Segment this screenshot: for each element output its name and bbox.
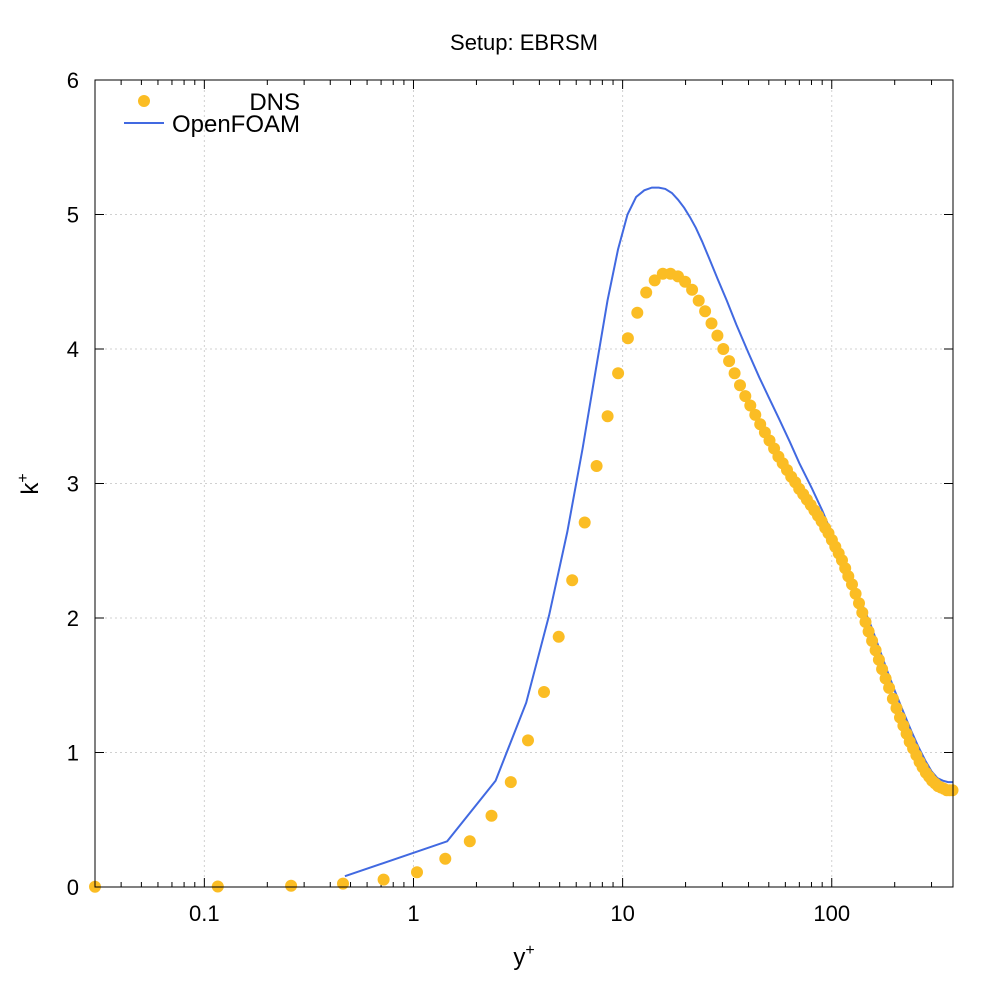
data-point-dns — [679, 275, 692, 288]
data-point-dns — [723, 355, 736, 368]
series-layer — [89, 186, 959, 893]
data-point-dns — [522, 734, 534, 747]
data-point-dns — [869, 644, 882, 657]
y-tick-label: 3 — [67, 472, 79, 497]
data-point-dns — [621, 332, 634, 345]
data-point-dns — [734, 379, 746, 392]
data-point-dns — [692, 294, 705, 307]
data-point-dns — [717, 343, 730, 355]
data-point-dns — [590, 460, 603, 472]
y-tick-label: 5 — [67, 203, 79, 228]
data-point-dns — [485, 809, 498, 822]
y-tick-label: 6 — [67, 68, 79, 93]
data-point-dns — [862, 625, 875, 638]
data-point-dns — [846, 578, 858, 591]
data-point-dns — [578, 516, 591, 529]
data-point-dns — [883, 681, 896, 694]
data-point-dns — [876, 663, 889, 676]
x-tick-label: 10 — [610, 901, 634, 926]
data-point-dns — [377, 873, 390, 886]
data-point-dns — [849, 587, 862, 600]
data-point-dns — [538, 686, 550, 698]
y-tick-label: 2 — [67, 606, 79, 631]
data-point-dns — [872, 653, 885, 666]
data-point-dns — [640, 286, 653, 299]
x-axis-label-sup: + — [525, 942, 534, 959]
y-axis-label: k+ — [15, 473, 44, 494]
data-point-dns — [728, 367, 741, 380]
data-point-dns — [744, 399, 757, 412]
data-point-dns — [686, 283, 699, 296]
data-point-dns — [879, 672, 892, 685]
y-axis-label-sup: + — [15, 473, 32, 482]
y-tick-label: 0 — [67, 875, 79, 900]
data-point-dns — [699, 305, 712, 318]
data-point-dns — [612, 367, 625, 380]
legend-label-openfoam: OpenFOAM — [172, 111, 300, 138]
legend-label-dns: DNS — [249, 89, 300, 116]
y-axis-label-main: k — [17, 482, 44, 495]
plot-frame — [94, 79, 954, 888]
data-point-dns — [856, 606, 869, 619]
y-tick-label: 1 — [67, 741, 79, 766]
chart-title: Setup: EBRSM — [450, 30, 598, 55]
data-point-dns — [337, 877, 349, 890]
data-point-dns — [601, 410, 614, 423]
data-point-dns — [749, 408, 762, 421]
data-point-dns — [711, 329, 724, 342]
data-point-dns — [552, 630, 565, 643]
data-point-dns — [705, 317, 718, 330]
data-point-dns — [890, 702, 903, 715]
data-point-dns — [439, 852, 452, 865]
data-point-dns — [566, 574, 579, 587]
y-tick-label: 4 — [67, 337, 79, 362]
data-point-dns — [866, 634, 879, 647]
x-tick-label: 100 — [813, 901, 850, 926]
legend-marker-dns — [138, 95, 150, 107]
data-point-dns — [853, 597, 865, 610]
data-point-dns — [463, 835, 476, 848]
x-tick-label: 0.1 — [189, 901, 220, 926]
x-axis-label-main: y — [513, 944, 525, 971]
x-axis-label: y+ — [513, 942, 534, 971]
x-tick-label: 1 — [407, 901, 419, 926]
data-point-dns — [631, 306, 644, 319]
data-point-dns — [648, 274, 661, 287]
data-point-dns — [886, 692, 899, 705]
data-point-dns — [739, 390, 752, 403]
data-point-dns — [504, 776, 517, 789]
data-point-dns — [285, 879, 298, 892]
data-point-dns — [859, 616, 872, 628]
data-point-dns — [411, 866, 423, 879]
